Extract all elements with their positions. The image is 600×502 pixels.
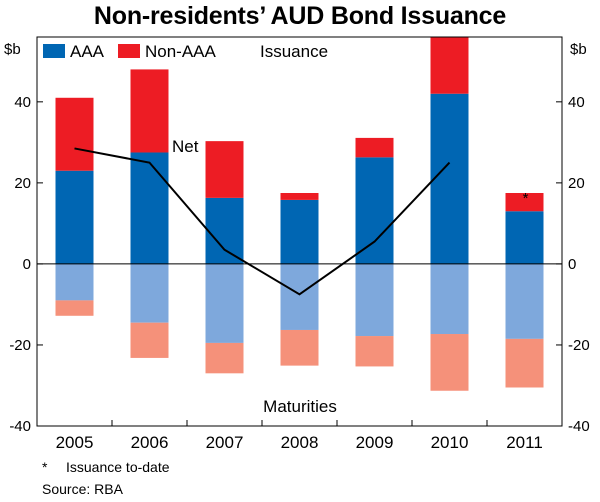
y-tick-label-left: 20 [14, 175, 31, 192]
bar-aaa-maturities-2005 [55, 263, 94, 301]
chart-title: Non-residents’ AUD Bond Issuance [93, 2, 507, 30]
y-tick-label-left: -40 [9, 418, 31, 435]
legend-swatch-nonaaa [118, 44, 140, 58]
legend-title-issuance: Issuance [260, 42, 328, 61]
bar-aaa-issuance-2008 [280, 199, 319, 264]
bar-nonaaa-issuance-2009 [355, 137, 394, 158]
legend-swatch-aaa [43, 44, 65, 58]
unit-right: $b [570, 41, 587, 58]
bar-nonaaa-maturities-2011 [505, 338, 544, 388]
y-tick-label-right: 0 [568, 256, 576, 273]
bar-nonaaa-maturities-2006 [130, 322, 169, 358]
bar-nonaaa-issuance-2008 [280, 193, 319, 200]
y-tick-label-left: 40 [14, 94, 31, 111]
bar-nonaaa-maturities-2010 [430, 334, 469, 391]
footnote-text: Issuance to-date [66, 459, 170, 475]
axes [36, 36, 563, 427]
x-tick-label: 2005 [56, 433, 94, 452]
net-line-layer [74, 147, 451, 296]
bar-aaa-issuance-2011 [505, 211, 544, 264]
x-tick-label: 2011 [506, 433, 543, 452]
legend-label-aaa: AAA [70, 42, 105, 61]
bar-aaa-maturities-2009 [355, 263, 394, 337]
unit-left: $b [4, 41, 21, 58]
footnote-mark: * [42, 459, 48, 475]
bar-nonaaa-maturities-2008 [280, 329, 319, 366]
bar-nonaaa-issuance-2005 [55, 97, 94, 171]
y-tick-label-right: -40 [568, 418, 590, 435]
bar-aaa-maturities-2011 [505, 263, 544, 339]
y-tick-label-right: -20 [568, 337, 590, 354]
bar-nonaaa-issuance-2011 [505, 193, 544, 212]
x-tick-label: 2007 [206, 433, 244, 452]
y-tick-label-right: 20 [568, 175, 585, 192]
bar-aaa-issuance-2006 [130, 152, 169, 264]
bar-nonaaa-maturities-2009 [355, 336, 394, 367]
net-label: Net [172, 137, 199, 156]
bar-aaa-issuance-2009 [355, 157, 394, 264]
y-tick-label-left: -20 [9, 337, 31, 354]
net-line [74, 147, 451, 296]
x-tick-label: 2010 [431, 433, 469, 452]
bar-aaa-maturities-2010 [430, 263, 469, 335]
bar-nonaaa-maturities-2007 [205, 342, 244, 374]
bar-aaa-issuance-2005 [55, 170, 94, 264]
bar-aaa-maturities-2008 [280, 263, 319, 330]
legend-label-nonaaa: Non-AAA [145, 42, 217, 61]
plot-frame [36, 36, 563, 427]
maturities-label: Maturities [263, 397, 337, 416]
x-tick-label: 2008 [281, 433, 319, 452]
x-tick-label: 2009 [356, 433, 394, 452]
bar-nonaaa-maturities-2005 [55, 300, 94, 316]
bar-nonaaa-issuance-2007 [205, 141, 244, 198]
labels: 40 40 20 20 0 0 -20 -20 -40 -40 $b $b 2005 2006 2007 20… [4, 41, 590, 452]
bar-aaa-issuance-2010 [430, 93, 469, 264]
source-note: Source: RBA [42, 481, 123, 497]
bar-aaa-issuance-2007 [205, 197, 244, 264]
bars [55, 37, 544, 391]
asterisk-label: * [523, 190, 529, 207]
footnote: * Issuance to-date [42, 459, 170, 475]
bar-nonaaa-issuance-2006 [130, 69, 169, 153]
x-tick-label: 2006 [131, 433, 169, 452]
bar-aaa-maturities-2006 [130, 263, 169, 323]
y-tick-label-right: 40 [568, 94, 585, 111]
bar-nonaaa-issuance-2010 [430, 37, 469, 94]
y-tick-label-left: 0 [23, 256, 31, 273]
bar-aaa-maturities-2007 [205, 263, 244, 343]
